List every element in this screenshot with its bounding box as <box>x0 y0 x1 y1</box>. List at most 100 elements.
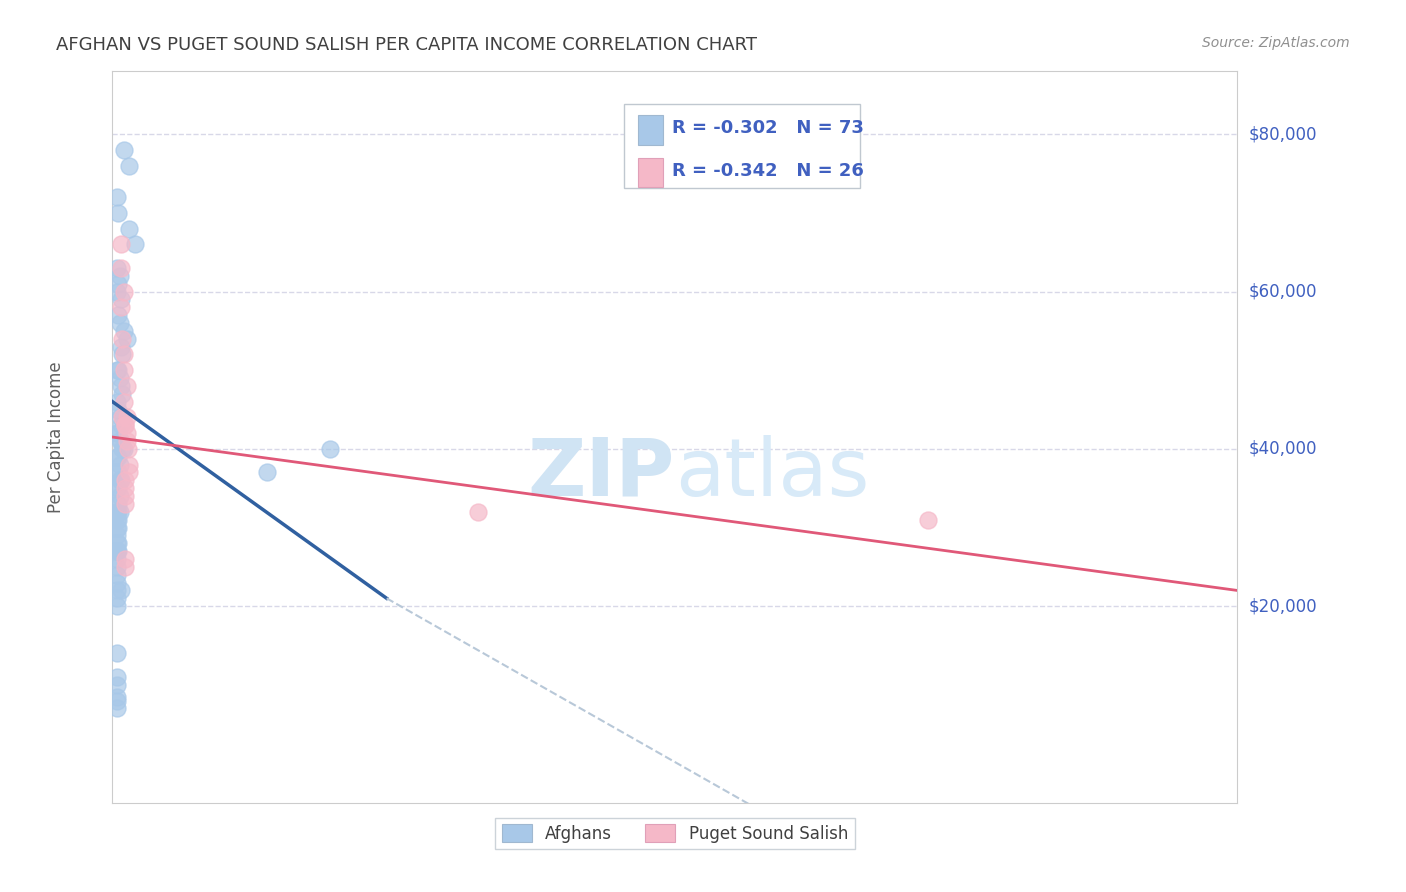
Point <box>108 505 131 519</box>
Point <box>107 206 129 220</box>
Point <box>115 410 138 425</box>
Point <box>108 268 131 283</box>
Point <box>107 426 129 441</box>
Point <box>110 379 132 393</box>
Point <box>114 418 136 433</box>
Text: Per Capita Income: Per Capita Income <box>48 361 65 513</box>
Point <box>107 450 129 464</box>
Point <box>105 646 128 660</box>
Point <box>105 559 128 574</box>
Point <box>105 536 128 550</box>
Point <box>110 293 132 307</box>
Point <box>111 347 134 361</box>
Point <box>105 426 128 441</box>
Point <box>105 583 128 598</box>
Point <box>917 513 939 527</box>
Legend: Afghans, Puget Sound Salish: Afghans, Puget Sound Salish <box>495 818 855 849</box>
Point <box>110 583 132 598</box>
Point <box>105 285 128 299</box>
Point <box>112 324 135 338</box>
Point <box>112 442 135 456</box>
Point <box>107 277 129 291</box>
Point <box>107 513 129 527</box>
Point <box>115 379 138 393</box>
Point <box>105 505 128 519</box>
Point <box>114 473 136 487</box>
Point <box>112 394 135 409</box>
Point <box>107 536 129 550</box>
Point <box>115 434 138 448</box>
FancyBboxPatch shape <box>624 104 860 188</box>
Point <box>107 481 129 495</box>
Point <box>105 599 128 614</box>
Point <box>108 434 131 448</box>
Point <box>105 190 128 204</box>
Point <box>110 418 132 433</box>
Point <box>108 489 131 503</box>
Point <box>107 402 129 417</box>
Point <box>107 308 129 322</box>
Point <box>114 481 136 495</box>
Point <box>105 670 128 684</box>
Point <box>114 552 136 566</box>
Point <box>111 387 134 401</box>
Point <box>105 450 128 464</box>
Point <box>105 678 128 692</box>
Point <box>256 466 278 480</box>
Point <box>112 363 135 377</box>
Point <box>105 363 128 377</box>
Text: Source: ZipAtlas.com: Source: ZipAtlas.com <box>1202 36 1350 50</box>
Point <box>105 591 128 606</box>
Point <box>110 340 132 354</box>
Point <box>118 159 141 173</box>
Point <box>118 466 141 480</box>
Point <box>115 332 138 346</box>
Point <box>105 552 128 566</box>
Point <box>105 260 128 275</box>
Point <box>107 544 129 558</box>
Point <box>111 410 134 425</box>
Point <box>111 332 134 346</box>
Text: AFGHAN VS PUGET SOUND SALISH PER CAPITA INCOME CORRELATION CHART: AFGHAN VS PUGET SOUND SALISH PER CAPITA … <box>56 36 758 54</box>
Point <box>107 497 129 511</box>
Text: ZIP: ZIP <box>527 434 675 513</box>
Point <box>105 520 128 534</box>
Point <box>114 418 136 433</box>
Bar <box>638 115 662 145</box>
Text: $20,000: $20,000 <box>1249 597 1317 615</box>
Point <box>105 567 128 582</box>
Point <box>105 544 128 558</box>
Point <box>112 285 135 299</box>
Bar <box>638 158 662 187</box>
Point <box>107 520 129 534</box>
Point <box>114 489 136 503</box>
Point <box>467 505 489 519</box>
Text: atlas: atlas <box>675 434 869 513</box>
Point <box>105 701 128 715</box>
Point <box>105 497 128 511</box>
Text: $80,000: $80,000 <box>1249 125 1317 144</box>
Point <box>108 473 131 487</box>
Point <box>110 473 132 487</box>
Point <box>124 237 146 252</box>
Point <box>110 434 132 448</box>
Point <box>107 505 129 519</box>
Point <box>108 410 131 425</box>
Point <box>105 544 128 558</box>
Point <box>105 481 128 495</box>
Point <box>105 513 128 527</box>
Point <box>105 690 128 704</box>
Point <box>108 316 131 330</box>
Point <box>115 426 138 441</box>
Point <box>105 575 128 590</box>
Point <box>114 497 136 511</box>
Point <box>105 466 128 480</box>
Text: R = -0.342   N = 26: R = -0.342 N = 26 <box>672 161 863 180</box>
Point <box>105 693 128 707</box>
Point <box>110 260 132 275</box>
Point <box>108 371 131 385</box>
Point <box>107 466 129 480</box>
Point <box>114 559 136 574</box>
Point <box>118 458 141 472</box>
Point <box>107 363 129 377</box>
